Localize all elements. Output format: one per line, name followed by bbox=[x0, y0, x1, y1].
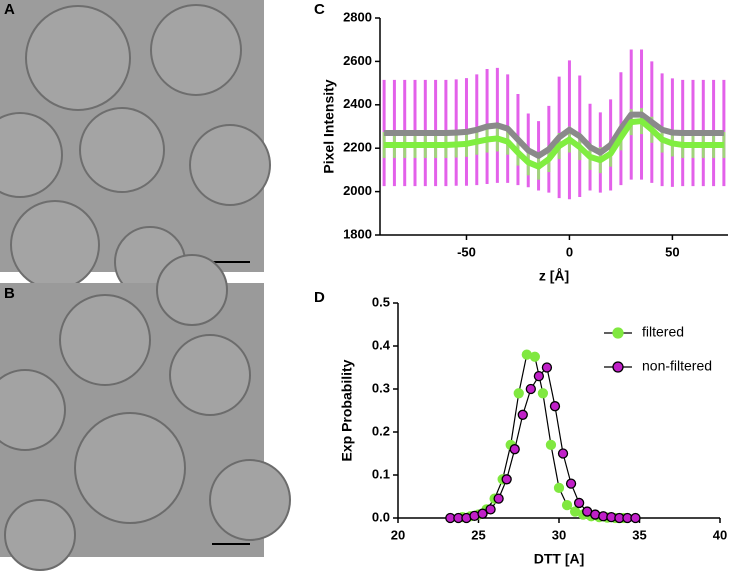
y-tick-label: 2200 bbox=[343, 140, 372, 155]
y-tick-label: 2000 bbox=[343, 183, 372, 198]
point bbox=[501, 474, 512, 485]
point bbox=[561, 499, 573, 511]
mean-line bbox=[384, 118, 724, 170]
point bbox=[541, 362, 553, 373]
point bbox=[533, 370, 545, 382]
x-tick-label: 50 bbox=[665, 244, 679, 259]
x-tick-label: 0 bbox=[566, 244, 573, 259]
point bbox=[549, 401, 561, 412]
y-tick-label: 0.0 bbox=[372, 509, 390, 524]
y-tick-label: 1800 bbox=[343, 226, 372, 241]
x-tick-label: 30 bbox=[552, 527, 566, 542]
point bbox=[565, 478, 577, 489]
point bbox=[513, 388, 524, 399]
point bbox=[517, 409, 528, 420]
point bbox=[545, 439, 557, 451]
y-tick-label: 2800 bbox=[343, 9, 372, 24]
x-tick-label: 20 bbox=[391, 527, 405, 542]
x-tick-label: 40 bbox=[713, 527, 727, 542]
y-axis-label: Pixel Intensity bbox=[321, 79, 337, 173]
legend-marker bbox=[612, 361, 624, 373]
point bbox=[537, 388, 549, 399]
point bbox=[529, 351, 540, 362]
x-axis-label: DTT [A] bbox=[534, 551, 585, 567]
x-tick-label: 25 bbox=[471, 527, 485, 542]
legend-label: filtered bbox=[642, 324, 684, 340]
y-tick-label: 0.1 bbox=[372, 466, 390, 481]
point bbox=[485, 504, 496, 515]
y-tick-label: 2400 bbox=[343, 96, 372, 111]
point bbox=[553, 482, 565, 494]
panel-label: D bbox=[314, 289, 325, 306]
point bbox=[630, 512, 641, 524]
y-tick-label: 0.4 bbox=[372, 337, 391, 352]
y-tick-label: 0.3 bbox=[372, 380, 390, 395]
y-tick-label: 0.2 bbox=[372, 423, 390, 438]
panel-label: B bbox=[4, 285, 15, 302]
mean-line bbox=[384, 111, 724, 159]
panel-label: C bbox=[314, 1, 325, 18]
legend-marker bbox=[612, 327, 624, 339]
y-axis-label: Exp Probability bbox=[339, 359, 355, 461]
legend-label: non-filtered bbox=[642, 358, 712, 374]
point bbox=[525, 383, 536, 395]
point bbox=[493, 493, 504, 504]
point bbox=[573, 497, 585, 509]
x-tick-label: 35 bbox=[632, 527, 646, 542]
y-tick-label: 2600 bbox=[343, 53, 372, 68]
x-axis-label: z [Å] bbox=[539, 268, 569, 284]
micrograph-b bbox=[0, 254, 291, 571]
x-tick-label: -50 bbox=[457, 244, 476, 259]
point bbox=[509, 444, 520, 455]
panel-label: A bbox=[4, 1, 15, 18]
y-tick-label: 0.5 bbox=[372, 294, 390, 309]
micrograph-a bbox=[0, 0, 271, 298]
point bbox=[557, 448, 569, 459]
point bbox=[477, 508, 488, 519]
